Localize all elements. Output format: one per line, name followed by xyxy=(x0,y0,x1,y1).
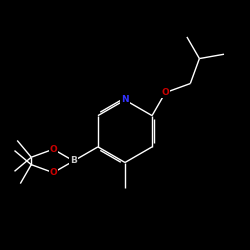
Text: B: B xyxy=(70,156,77,166)
Text: N: N xyxy=(121,96,129,104)
Text: O: O xyxy=(50,168,57,177)
Text: O: O xyxy=(50,145,57,154)
Text: O: O xyxy=(162,88,169,97)
